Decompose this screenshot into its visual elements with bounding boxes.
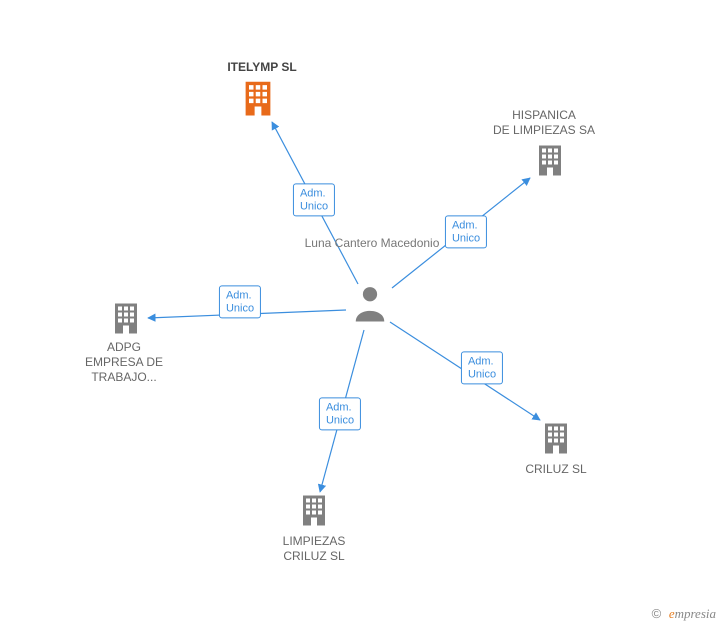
- company-node-limpiezas[interactable]: [298, 494, 330, 531]
- edge-badge: Adm. Unico: [445, 215, 487, 248]
- company-label-criluz: CRILUZ SL: [525, 462, 586, 477]
- edge-badge: Adm. Unico: [319, 397, 361, 430]
- edge-badge: Adm. Unico: [461, 351, 503, 384]
- footer-credit: © empresia: [652, 606, 716, 622]
- company-label-limpiezas: LIMPIEZAS CRILUZ SL: [283, 534, 346, 564]
- brand-rest: mpresia: [675, 606, 716, 621]
- edge-badge: Adm. Unico: [293, 183, 335, 216]
- company-node-itelymp[interactable]: [240, 80, 276, 121]
- diagram-canvas: Luna Cantero Macedonio ITELYMP SL HISPAN…: [0, 0, 728, 630]
- center-node-label: Luna Cantero Macedonio: [305, 236, 440, 251]
- company-node-criluz[interactable]: [540, 422, 572, 459]
- copyright-symbol: ©: [652, 606, 662, 621]
- company-label-hispanica: HISPANICA DE LIMPIEZAS SA: [493, 108, 595, 138]
- company-label-adpg: ADPG EMPRESA DE TRABAJO...: [85, 340, 163, 385]
- edge-badge: Adm. Unico: [219, 285, 261, 318]
- company-label-itelymp: ITELYMP SL: [227, 60, 296, 75]
- company-node-adpg[interactable]: [110, 302, 142, 339]
- company-node-hispanica[interactable]: [534, 144, 566, 181]
- center-node-icon: [351, 284, 389, 327]
